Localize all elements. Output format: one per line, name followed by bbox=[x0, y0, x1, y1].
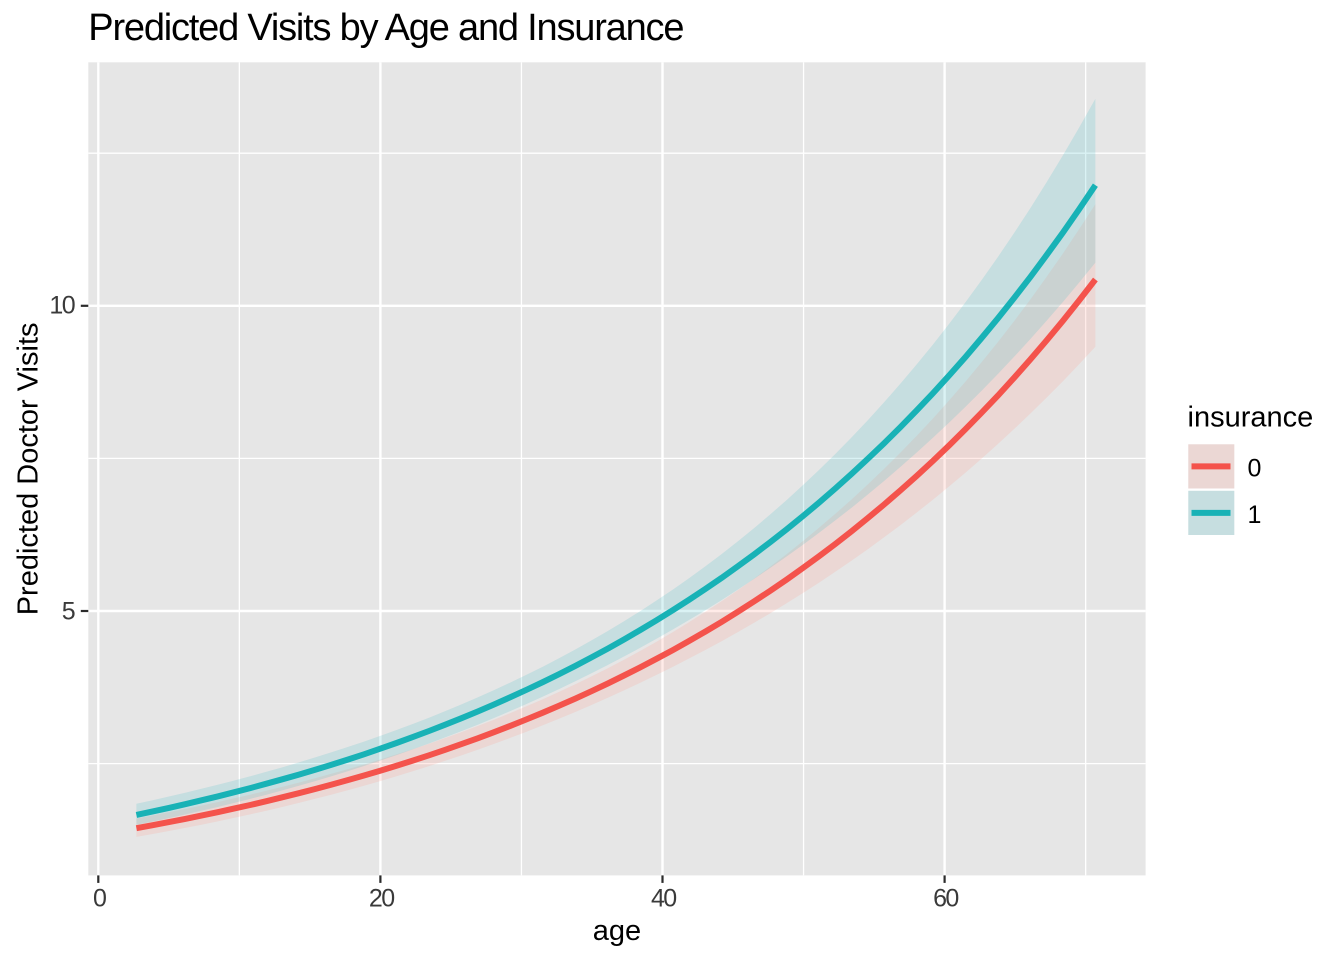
svg-text:60: 60 bbox=[933, 885, 958, 913]
svg-text:1: 1 bbox=[1248, 501, 1262, 529]
svg-text:20: 20 bbox=[369, 885, 394, 913]
svg-text:age: age bbox=[593, 915, 641, 947]
svg-text:Predicted Visits by Age and In: Predicted Visits by Age and Insurance bbox=[88, 7, 683, 49]
svg-text:Predicted Doctor Visits: Predicted Doctor Visits bbox=[13, 322, 45, 615]
svg-text:10: 10 bbox=[49, 292, 74, 320]
svg-text:5: 5 bbox=[62, 598, 75, 626]
svg-text:0: 0 bbox=[1248, 455, 1262, 483]
svg-text:0: 0 bbox=[93, 885, 106, 913]
svg-text:40: 40 bbox=[651, 885, 676, 913]
svg-text:insurance: insurance bbox=[1188, 402, 1314, 434]
